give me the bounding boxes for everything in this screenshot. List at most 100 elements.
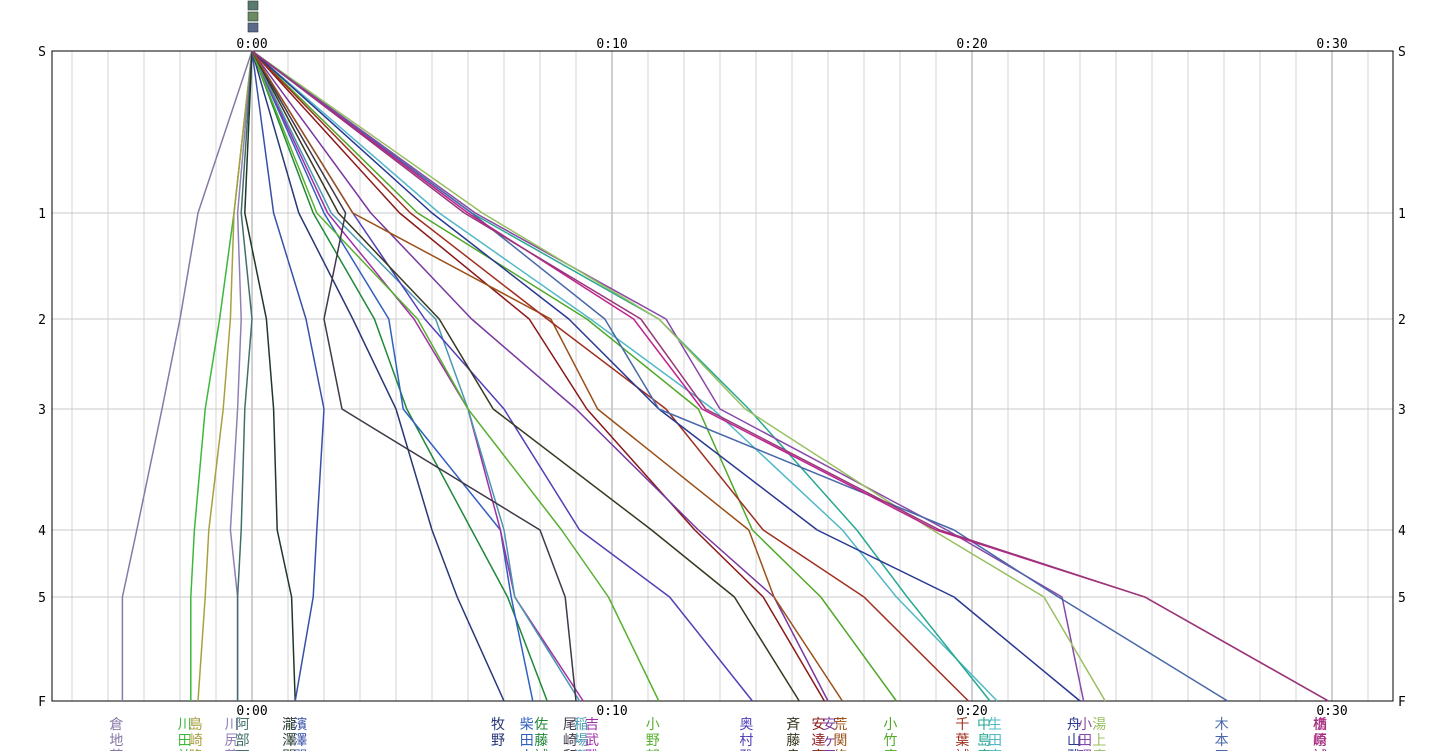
runner-name-char: 澤 (293, 733, 307, 749)
y-tick-label-right: 4 (1398, 524, 1406, 539)
x-tick-labels-top: 0:00 0:10 0:20 0:30 (236, 37, 1347, 52)
runner-name-char: 藤 (534, 733, 548, 749)
runner-name-char: 安 (811, 717, 825, 733)
runner-name-char: 千 (955, 717, 969, 733)
series-line-倉地 (121, 50, 253, 701)
x-tick-label-top: 0:10 (596, 37, 627, 52)
series-line-小田 (251, 50, 1085, 702)
y-tick-label-right: 3 (1398, 403, 1406, 418)
runner-name-char: 瀧 (282, 717, 296, 733)
series-line-小竹 (251, 50, 898, 702)
series-line-安達 (251, 50, 826, 702)
runner-name-char: 尻 (225, 733, 239, 749)
series-line-斉藤 (251, 50, 800, 702)
start-marker-icon (247, 0, 259, 33)
x-tick-label-top: 0:20 (956, 37, 987, 52)
runner-name-char: 崎 (189, 733, 203, 749)
runner-name-char: 島 (977, 733, 991, 749)
runner-name-char: 荒 (833, 717, 847, 733)
runner-name-char: 川 (178, 717, 192, 733)
y-tick-labels-right: S 1 2 3 4 5 F (1398, 45, 1406, 710)
runner-name-char: 牧 (491, 717, 505, 733)
runner-name-char: 稲 (574, 717, 588, 733)
runner-name-char: 武 (585, 733, 599, 749)
runner-name-char: 本 (1215, 733, 1229, 749)
runner-name-char: 達 (811, 733, 825, 749)
series-line-千葉 (251, 50, 969, 702)
runner-name-char: 上 (1092, 733, 1106, 749)
y-tick-label-left: 2 (38, 313, 46, 328)
runner-name-char: 田 (988, 733, 1002, 749)
runner-name-char: 小 (646, 717, 660, 733)
runner-name-char: 田 (1078, 733, 1092, 749)
series-line-吉武 (251, 50, 584, 702)
runner-name-char: 原 (1313, 733, 1327, 749)
series-line-稲場 (251, 50, 581, 702)
runner-name-char: 島 (189, 717, 203, 733)
runner-name-char: 葉 (955, 733, 969, 749)
runner-name-char: 崎 (563, 733, 577, 749)
runner-name-char: 野 (646, 733, 660, 749)
runner-name-char: 中 (977, 717, 991, 733)
runner-name-char: 田 (520, 733, 534, 749)
runner-name-char: 斉 (786, 717, 800, 733)
y-tick-label-left: 1 (38, 207, 46, 222)
y-tick-label-left: 5 (38, 591, 46, 606)
runner-name-char: 田 (178, 733, 192, 749)
runner-name-char: 柴 (520, 717, 534, 733)
runner-name-char: 竹 (883, 733, 897, 749)
y-tick-label-right: F (1398, 695, 1406, 710)
series-line-瀧澤 (244, 50, 296, 702)
x-tick-label-bottom: 0:20 (956, 704, 987, 719)
runner-name-char: 栃 (1313, 717, 1327, 733)
y-tick-label-left: 4 (38, 524, 46, 539)
runner-name-char: 吉 (585, 717, 599, 733)
plot-frame (51, 50, 1394, 702)
runner-name-char: 濱 (293, 717, 307, 733)
series-line-楢崎 (251, 50, 1329, 702)
runner-name-char: 小 (883, 717, 897, 733)
x-tick-label-bottom: 0:30 (1316, 704, 1347, 719)
runner-name-char: 藤 (786, 733, 800, 749)
y-tick-label-right: 2 (1398, 313, 1406, 328)
x-tick-label-bottom: 0:10 (596, 704, 627, 719)
runner-name-char: 村 (739, 733, 753, 749)
series-lines (121, 50, 1329, 702)
y-tick-label-right: 5 (1398, 591, 1406, 606)
series-line-濱 (251, 50, 325, 702)
runner-name-char: 倉 (109, 717, 123, 733)
runner-name-char: 崎 (1313, 733, 1327, 749)
series-line-島崎 (197, 50, 253, 702)
checkpoint-gridlines (52, 212, 1393, 598)
series-line-柴田 (251, 50, 534, 702)
y-tick-label-left: F (38, 695, 46, 710)
runner-name-char: 地 (109, 733, 123, 749)
series-line-荒関 (251, 50, 844, 702)
series-line-舟山 (251, 50, 1081, 702)
series-line-湯上 (251, 50, 1106, 702)
series-line-生田 (251, 50, 998, 702)
series-line-小野 (251, 50, 660, 702)
runner-name-char: 小 (1078, 717, 1092, 733)
series-line-阿部 (236, 50, 253, 701)
y-tick-labels-left: S 1 2 3 4 5 F (38, 45, 46, 710)
series-line-佐藤 (251, 50, 548, 702)
major-gridlines (251, 51, 1333, 701)
runner-name-char: 舟 (1067, 717, 1081, 733)
series-line-栃原 (251, 50, 1329, 702)
runner-name-char: ヶ (822, 733, 836, 749)
runner-name-char: 生 (988, 717, 1002, 733)
runner-name-labels: 倉地芳川田祐島崎隆川尻芳阿部可瀧澤閣濱澤閣牧野一柴田吉佐藤誠尾崎和稲場潔吉武雅小… (109, 716, 1327, 755)
runner-name-char: 奥 (739, 716, 753, 733)
runner-name-char: 野 (491, 733, 505, 749)
x-tick-label-top: 0:30 (1316, 37, 1347, 52)
x-tick-labels-bottom: 0:00 0:10 0:20 0:30 (236, 704, 1347, 719)
y-tick-label-left: 3 (38, 403, 46, 418)
runner-name-char: 場 (574, 733, 588, 749)
runner-name-char: 佐 (534, 717, 548, 733)
runner-name-char: 川 (225, 717, 239, 733)
y-tick-label-right: 1 (1398, 207, 1406, 222)
x-tick-label-top: 0:00 (236, 37, 267, 52)
start-marker-square (247, 11, 259, 22)
